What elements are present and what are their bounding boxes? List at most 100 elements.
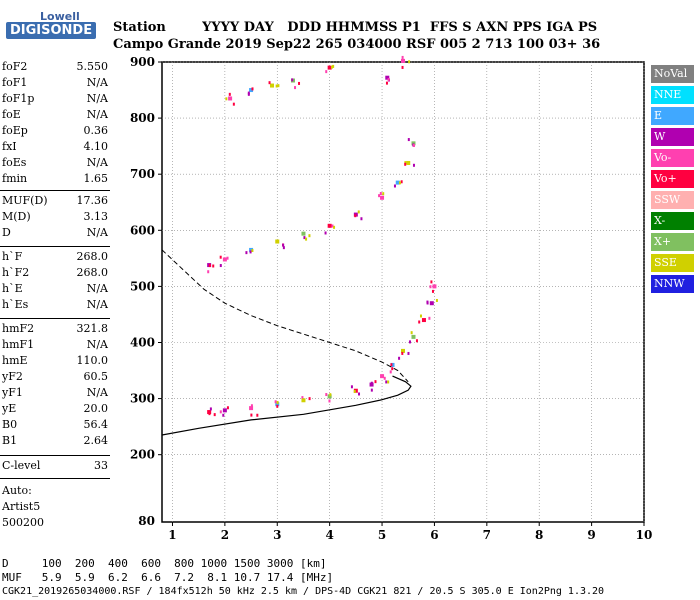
echo-pixel bbox=[353, 389, 356, 393]
echo-pixel bbox=[268, 81, 271, 85]
param-value: N/A bbox=[86, 92, 108, 105]
echo-pixel bbox=[379, 192, 382, 196]
param-row: foE N/A bbox=[2, 108, 108, 124]
data-point bbox=[327, 65, 332, 70]
echo-pixel bbox=[332, 64, 335, 68]
footer-distance-row: D 100 200 400 600 800 1000 1500 3000 [km… bbox=[2, 557, 327, 570]
legend-item: NNW bbox=[651, 275, 694, 293]
echo-pixel bbox=[408, 340, 411, 344]
param-name: foF1p bbox=[2, 92, 35, 105]
param-name: h`F bbox=[2, 250, 23, 263]
data-point bbox=[301, 231, 306, 236]
echo-pixel bbox=[277, 84, 280, 88]
x-tick-label: 10 bbox=[636, 528, 653, 542]
echo-pixel bbox=[228, 92, 231, 96]
param-row: hmF1 N/A bbox=[2, 338, 108, 354]
param-row: yF1 N/A bbox=[2, 386, 108, 402]
data-point bbox=[411, 334, 416, 339]
echo-pixel bbox=[308, 234, 311, 238]
param-value: N/A bbox=[86, 338, 108, 351]
y-tick-label: 400 bbox=[130, 335, 155, 349]
echo-pixel bbox=[208, 412, 211, 416]
data-point bbox=[228, 96, 233, 101]
echo-pixel bbox=[282, 243, 285, 247]
param-row: B0 56.4 bbox=[2, 418, 108, 434]
echo-pixel bbox=[294, 86, 297, 90]
data-point bbox=[275, 402, 280, 407]
echo-pixel bbox=[415, 339, 418, 343]
echo-pixel bbox=[385, 81, 388, 85]
echo-pixel bbox=[282, 246, 285, 250]
echo-pixel bbox=[350, 385, 353, 389]
separator bbox=[0, 455, 110, 456]
echo-pixel bbox=[232, 102, 235, 106]
legend-item: SSE bbox=[651, 254, 694, 272]
echo-pixel bbox=[305, 237, 308, 241]
echo-pixel bbox=[219, 264, 222, 268]
echo-pixel bbox=[407, 138, 410, 142]
artist-version: 500200 bbox=[2, 516, 44, 529]
echo-pixel bbox=[387, 78, 390, 82]
data-point bbox=[270, 83, 275, 88]
param-row: yE 20.0 bbox=[2, 402, 108, 418]
echo-pixel bbox=[225, 97, 228, 101]
echo-pixel bbox=[407, 351, 410, 355]
param-name: foEs bbox=[2, 156, 27, 169]
param-row: fxI 4.10 bbox=[2, 140, 108, 156]
echo-pixel bbox=[219, 410, 222, 414]
echo-pixel bbox=[222, 413, 225, 417]
echo-pixel bbox=[213, 413, 216, 417]
param-name: foE bbox=[2, 108, 21, 121]
echo-pixel bbox=[249, 250, 252, 254]
echo-pixel bbox=[209, 407, 212, 411]
param-value: 60.5 bbox=[83, 370, 109, 383]
param-value: N/A bbox=[86, 386, 108, 399]
param-row: fmin 1.65 bbox=[2, 172, 108, 188]
param-name: M(D) bbox=[2, 210, 31, 223]
data-point bbox=[249, 247, 254, 252]
data-point bbox=[222, 257, 227, 262]
param-name: hmE bbox=[2, 354, 28, 367]
echo-pixel bbox=[404, 162, 407, 166]
y-tick-label: 80 bbox=[138, 514, 155, 528]
echo-pixel bbox=[276, 400, 279, 404]
param-value: 3.13 bbox=[83, 210, 109, 223]
artist-label: Artist5 bbox=[2, 500, 41, 513]
legend-item: W bbox=[651, 128, 694, 146]
param-name: foF1 bbox=[2, 76, 28, 89]
echo-pixel bbox=[357, 210, 360, 214]
param-value: 321.8 bbox=[76, 322, 109, 335]
echo-pixel bbox=[374, 380, 377, 384]
echo-pixel bbox=[370, 381, 373, 385]
param-name: h`F2 bbox=[2, 266, 30, 279]
param-row: foF1p N/A bbox=[2, 92, 108, 108]
y-tick-label: 700 bbox=[130, 167, 155, 181]
param-name: fmin bbox=[2, 172, 28, 185]
param-value: 20.0 bbox=[83, 402, 109, 415]
echo-pixel bbox=[333, 225, 336, 229]
data-point bbox=[390, 362, 395, 367]
plot-frame bbox=[161, 61, 645, 523]
echo-pixel bbox=[418, 320, 421, 324]
echo-pixel bbox=[212, 264, 215, 268]
echo-pixel bbox=[398, 181, 401, 185]
echo-pixel bbox=[412, 163, 415, 167]
echo-pixel bbox=[358, 392, 361, 396]
echo-pixel bbox=[331, 224, 334, 228]
param-name: h`Es bbox=[2, 298, 29, 311]
echo-pixel bbox=[404, 161, 407, 165]
x-tick-label: 3 bbox=[273, 528, 281, 542]
param-name: foF2 bbox=[2, 60, 28, 73]
x-tick-label: 2 bbox=[221, 528, 229, 542]
param-value: N/A bbox=[86, 298, 108, 311]
legend-item: E bbox=[651, 107, 694, 125]
echo-pixel bbox=[226, 406, 229, 410]
param-row: h`F2 268.0 bbox=[2, 266, 108, 282]
echo-pixel bbox=[274, 400, 277, 404]
echo-pixel bbox=[276, 404, 279, 408]
param-row: h`E N/A bbox=[2, 282, 108, 298]
param-name: yE bbox=[2, 402, 17, 415]
param-row: hmE 110.0 bbox=[2, 354, 108, 370]
legend-item: NoVal bbox=[651, 65, 694, 83]
echo-pixel bbox=[301, 396, 304, 400]
